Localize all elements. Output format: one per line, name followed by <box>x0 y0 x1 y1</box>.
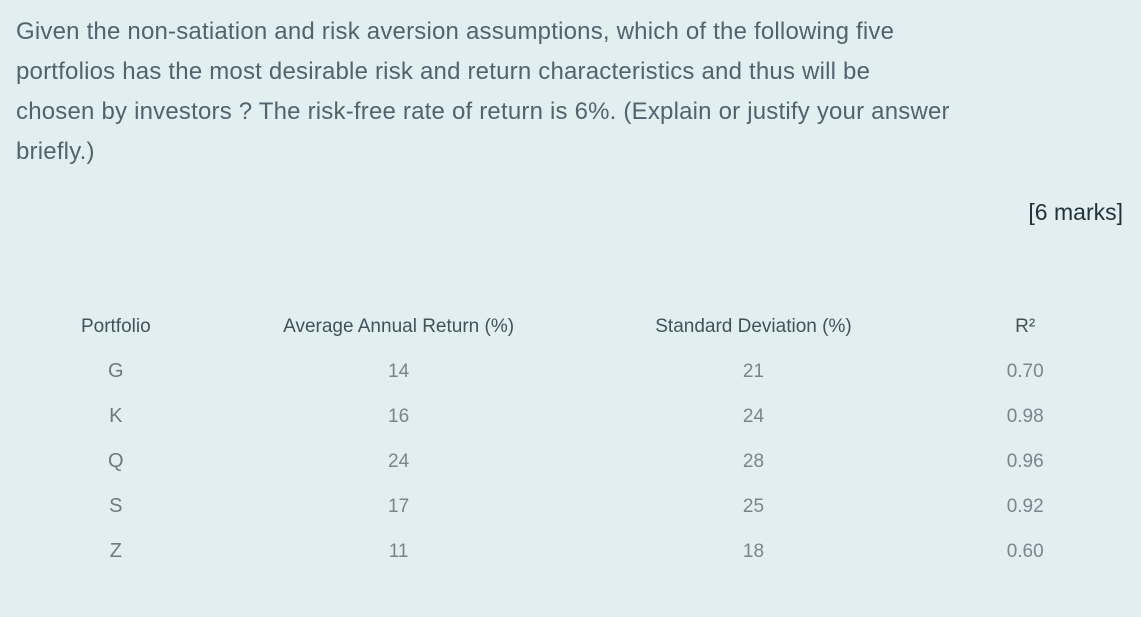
header-average-annual-return: Average Annual Return (%) <box>283 315 515 337</box>
cell-stdev: 28 <box>742 450 765 472</box>
cell-return: 11 <box>388 540 409 562</box>
cell-return: 16 <box>388 405 410 427</box>
cell-portfolio: Q <box>108 450 124 472</box>
question-line-4: briefly.) <box>16 138 95 165</box>
question-text: Given the non-satiation and risk aversio… <box>16 12 1125 172</box>
cell-portfolio: G <box>108 360 124 382</box>
header-standard-deviation: Standard Deviation (%) <box>655 315 852 337</box>
table-row: Z 11 18 0.60 <box>16 529 1125 574</box>
table-row: Q 24 28 0.96 <box>16 439 1125 484</box>
cell-return: 17 <box>388 495 410 517</box>
table-header-row: Portfolio Average Annual Return (%) Stan… <box>16 304 1125 349</box>
question-line-3: chosen by investors ? The risk-free rate… <box>16 98 950 125</box>
table-row: K 16 24 0.98 <box>16 394 1125 439</box>
cell-r-squared: 0.92 <box>1006 495 1044 517</box>
cell-r-squared: 0.60 <box>1006 540 1044 562</box>
header-portfolio: Portfolio <box>80 315 151 337</box>
cell-stdev: 18 <box>742 540 765 562</box>
cell-r-squared: 0.70 <box>1006 360 1044 382</box>
header-r-squared: R² <box>1015 315 1036 337</box>
table-row: S 17 25 0.92 <box>16 484 1125 529</box>
question-line-2: portfolios has the most desirable risk a… <box>16 58 871 85</box>
table-row: G 14 21 0.70 <box>16 349 1125 394</box>
cell-portfolio: K <box>109 405 123 427</box>
question-line-1: Given the non-satiation and risk aversio… <box>16 18 895 45</box>
cell-portfolio: S <box>109 495 123 517</box>
cell-return: 24 <box>388 450 410 472</box>
cell-return: 14 <box>388 360 410 382</box>
portfolio-table: Portfolio Average Annual Return (%) Stan… <box>16 304 1125 574</box>
cell-stdev: 21 <box>742 360 765 382</box>
cell-r-squared: 0.96 <box>1006 450 1044 472</box>
cell-stdev: 24 <box>742 405 765 427</box>
marks-label: [6 marks] <box>1028 199 1123 225</box>
cell-stdev: 25 <box>742 495 765 517</box>
cell-r-squared: 0.98 <box>1006 405 1044 427</box>
cell-portfolio: Z <box>109 540 122 562</box>
